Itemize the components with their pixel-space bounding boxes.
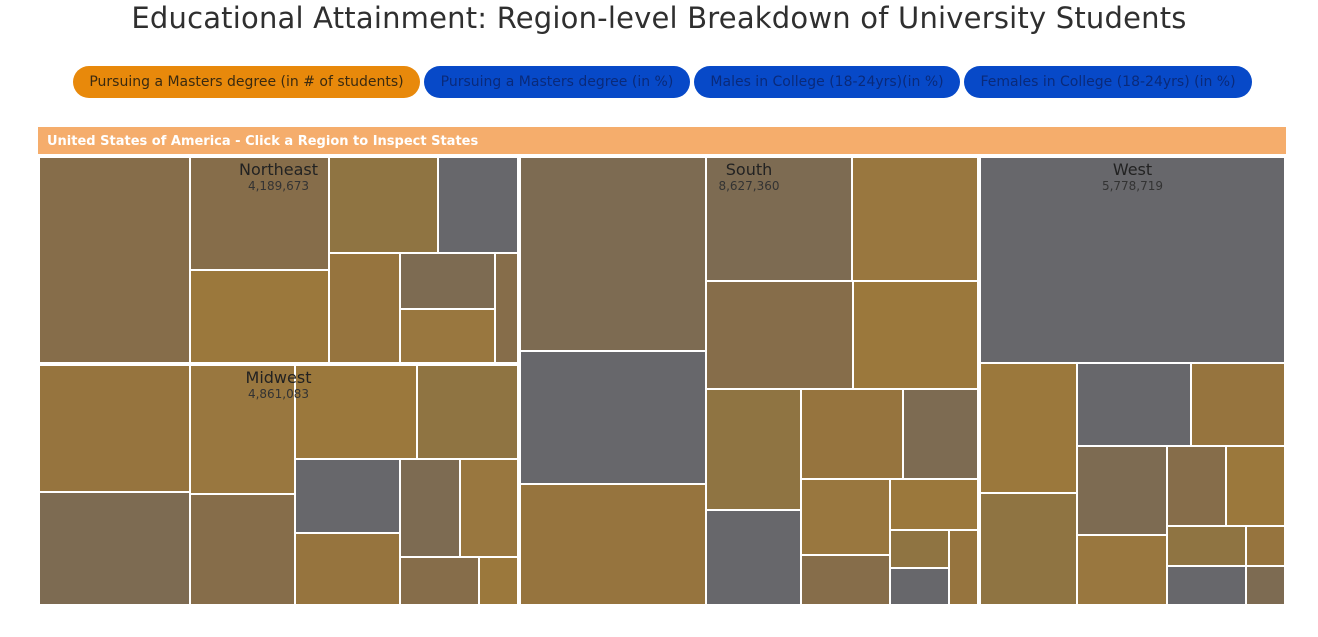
state-cell-northeast[interactable] [495,253,519,365]
state-cell-northeast[interactable] [400,308,496,365]
state-cell-south[interactable] [949,529,979,606]
region-value: 8,627,360 [718,179,780,193]
state-cell-west[interactable] [979,492,1077,606]
state-cell-midwest[interactable] [294,532,401,606]
region-value: 4,189,673 [247,179,310,193]
state-cell-west[interactable] [1246,526,1286,567]
state-cell-northeast[interactable] [38,156,190,365]
state-cell-south[interactable] [800,478,890,556]
state-cell-northeast[interactable] [189,269,330,365]
metric-button-masters-percent[interactable]: Pursuing a Masters degree (in %) [424,66,690,98]
region-value: 5,778,719 [1101,179,1164,193]
treemap-chart: Northeast 4,189,673 Midwest 4,861,083 South 8… [38,156,1286,606]
state-cell-south[interactable] [800,555,890,606]
state-cell-south[interactable] [853,281,979,390]
region-value: 4,861,083 [247,387,310,402]
state-cell-west[interactable] [979,156,1286,363]
state-cell-west[interactable] [1166,566,1247,606]
state-cell-midwest[interactable] [400,557,480,606]
metric-button-females-college[interactable]: Females in College (18-24yrs) (in %) [964,66,1252,98]
state-cell-west[interactable] [1166,526,1247,567]
state-cell-west[interactable] [1076,535,1167,606]
treemap-breadcrumb[interactable]: United States of America - Click a Regio… [38,127,1286,154]
state-cell-west[interactable] [1226,446,1286,527]
state-cell-south[interactable] [519,350,707,485]
state-cell-south[interactable] [706,389,801,510]
region-name: Midwest [245,368,312,388]
metric-button-masters-count[interactable]: Pursuing a Masters degree (in # of stude… [73,66,420,98]
state-cell-west[interactable] [1166,446,1227,527]
region-label-midwest: Midwest 4,861,083 [38,368,519,402]
state-cell-west[interactable] [979,362,1077,493]
state-cell-northeast[interactable] [400,253,496,309]
page-title: Educational Attainment: Region-level Bre… [131,1,1187,35]
state-cell-northeast[interactable] [189,156,330,270]
state-cell-south[interactable] [800,389,903,479]
state-cell-south[interactable] [706,281,853,390]
state-cell-south[interactable] [889,478,979,530]
metric-button-males-college[interactable]: Males in College (18-24yrs)(in %) [694,66,960,98]
state-cell-midwest[interactable] [190,494,295,606]
region-name: South [725,160,773,179]
state-cell-west[interactable] [1076,362,1191,447]
state-cell-northeast[interactable] [329,156,438,254]
region-label-northeast: Northeast 4,189,673 [38,160,519,194]
state-cell-midwest[interactable] [400,459,460,558]
region-label-south: South 8,627,360 [519,160,979,194]
state-cell-south[interactable] [889,567,950,606]
state-cell-south[interactable] [519,156,707,351]
state-cell-south[interactable] [889,529,950,568]
state-cell-west[interactable] [1246,566,1286,606]
state-cell-west[interactable] [1076,446,1167,536]
state-cell-west[interactable] [1190,362,1286,447]
state-cell-midwest[interactable] [459,459,519,558]
state-cell-midwest[interactable] [479,557,519,606]
region-name: West [1112,160,1153,179]
state-cell-midwest[interactable] [38,491,191,606]
state-cell-northeast[interactable] [329,253,401,365]
state-cell-south[interactable] [519,484,707,606]
region-label-west: West 5,778,719 [979,160,1286,194]
state-cell-south[interactable] [706,509,801,606]
state-cell-south[interactable] [902,389,979,479]
state-cell-midwest[interactable] [294,459,401,533]
region-name: Northeast [238,160,318,179]
